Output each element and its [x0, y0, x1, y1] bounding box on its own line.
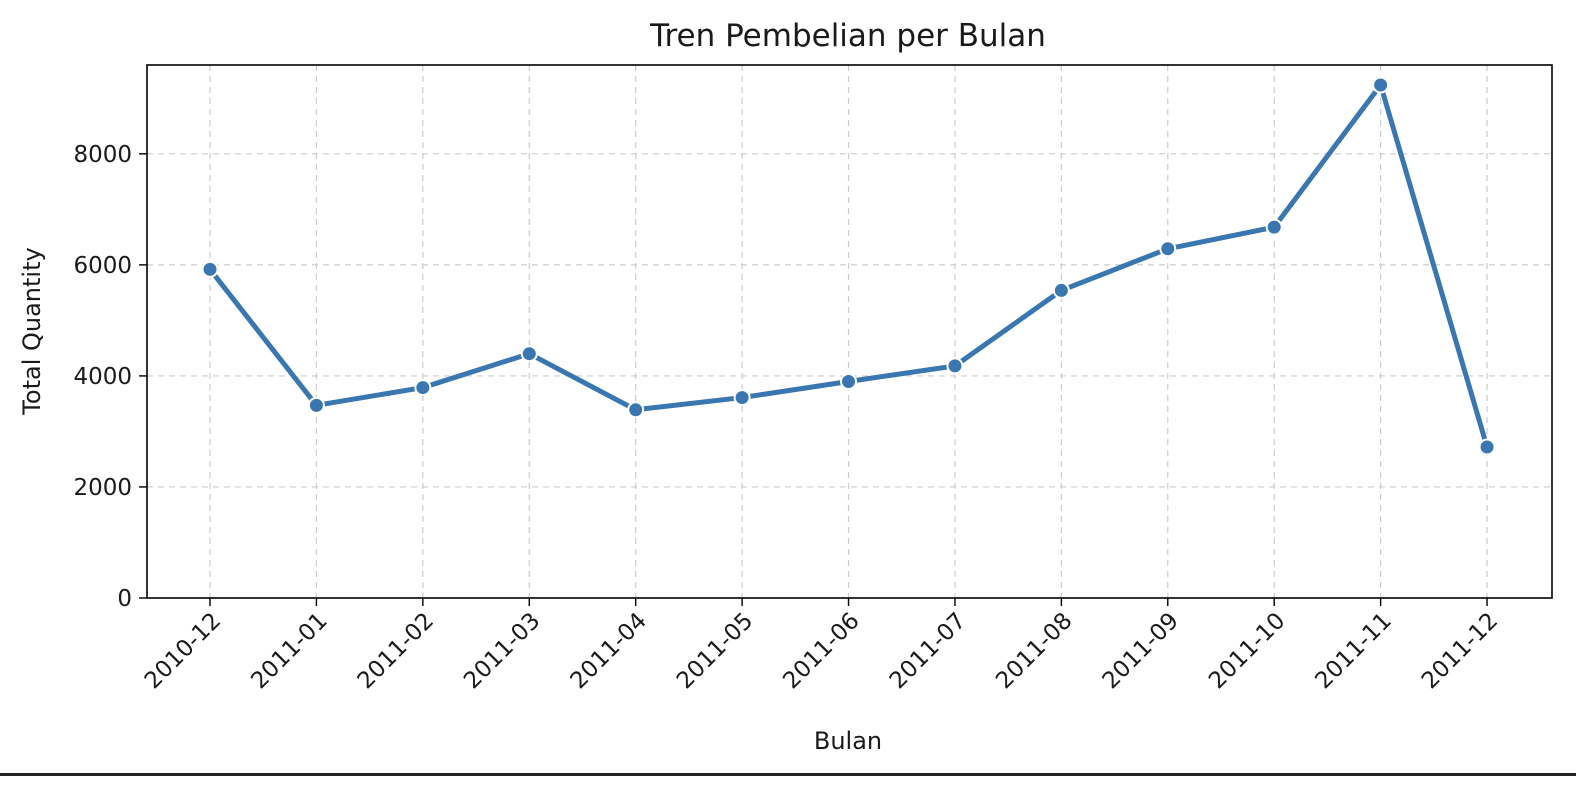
data-point	[1372, 76, 1390, 94]
data-point	[520, 345, 538, 363]
data-point	[1265, 218, 1283, 236]
data-point	[414, 379, 432, 397]
chart-title: Tren Pembelian per Bulan	[649, 18, 1046, 54]
x-axis-label: Bulan	[814, 727, 882, 755]
data-point	[1478, 438, 1496, 456]
data-point	[840, 372, 858, 390]
data-point	[307, 396, 325, 414]
series-layer	[201, 76, 1496, 456]
y-axis-label: Total Quantity	[18, 247, 46, 415]
y-tick-label: 4000	[73, 364, 132, 390]
y-tick-label: 0	[117, 586, 132, 612]
data-point	[733, 389, 751, 407]
data-point	[627, 401, 645, 419]
data-point	[946, 357, 964, 375]
y-tick-label: 6000	[73, 253, 132, 279]
data-point	[1159, 240, 1177, 258]
bottom-border	[0, 773, 1576, 776]
y-tick-label: 8000	[73, 142, 132, 168]
data-point	[1052, 281, 1070, 299]
data-point	[201, 260, 219, 278]
plot-frame	[146, 64, 1553, 599]
y-tick-label: 2000	[73, 475, 132, 501]
gridlines	[147, 65, 1552, 598]
